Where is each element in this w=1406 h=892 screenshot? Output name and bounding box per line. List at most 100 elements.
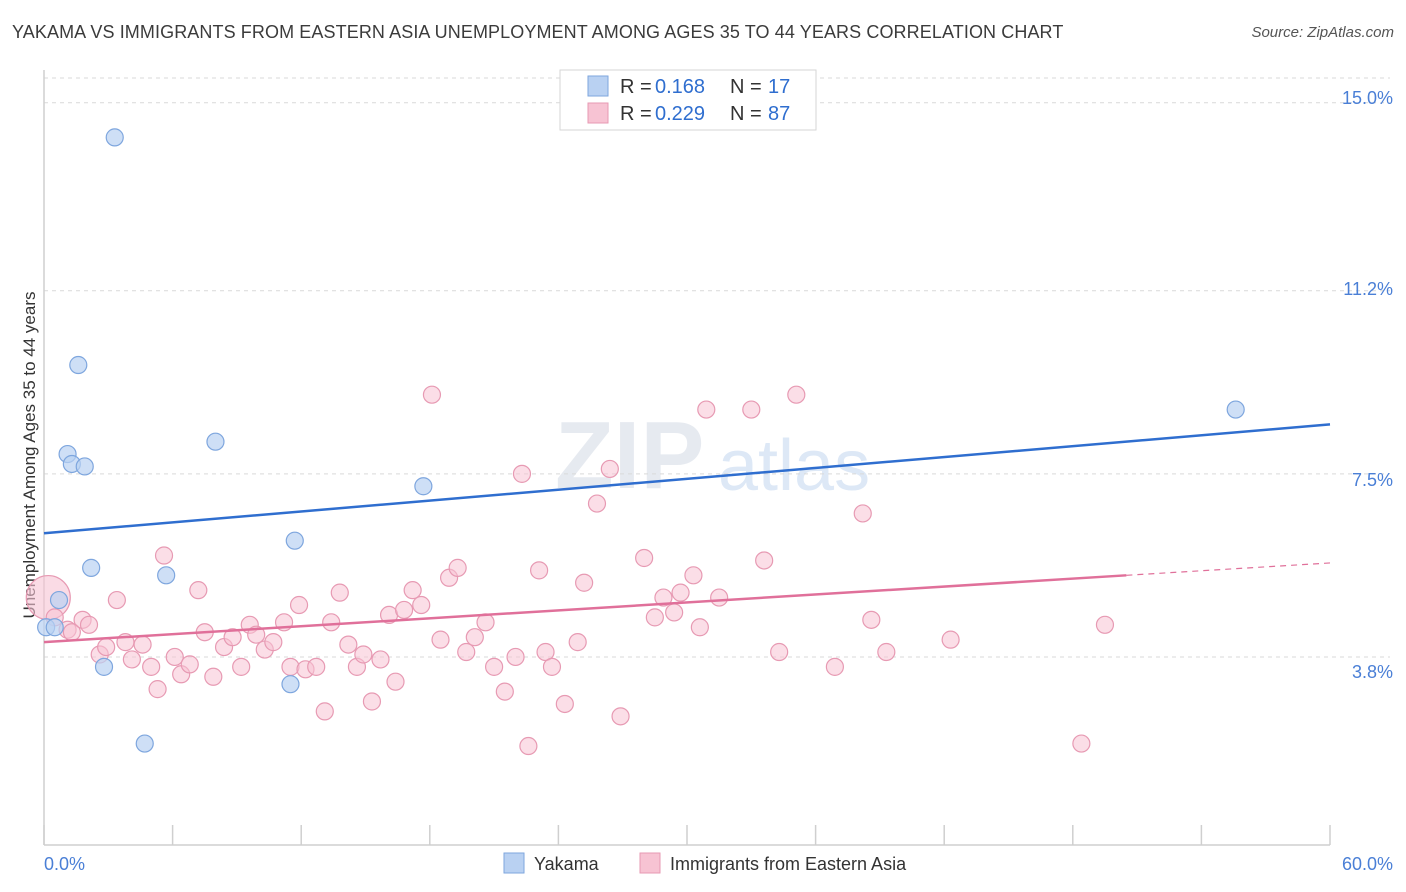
- trendline-yakama: [43, 423, 1331, 535]
- y-axis-label: Unemployment Among Ages 35 to 44 years: [20, 292, 39, 619]
- x-tick-label-min: 0.0%: [44, 854, 85, 874]
- data-point-yakama: [206, 432, 225, 451]
- series-immigrants-eastern-asia: [25, 385, 1115, 756]
- y-tick-label: 3.8%: [1352, 662, 1393, 682]
- x-axis-ticks: [43, 825, 1331, 845]
- data-point-immigrants: [339, 635, 358, 654]
- data-point-immigrants: [354, 645, 373, 664]
- data-point-immigrants: [448, 558, 467, 577]
- legend-r-label: R =: [620, 103, 652, 125]
- data-point-immigrants: [232, 657, 251, 676]
- data-point-immigrants: [322, 613, 341, 632]
- data-point-immigrants: [362, 692, 382, 711]
- data-point-immigrants: [555, 694, 574, 714]
- data-point-immigrants: [422, 385, 442, 404]
- bottom-legend-label-yakama: Yakama: [534, 854, 600, 874]
- data-point-immigrants: [307, 657, 326, 676]
- bottom-legend: Yakama Immigrants from Eastern Asia: [503, 852, 907, 874]
- data-point-immigrants: [403, 581, 422, 600]
- data-point-yakama: [94, 657, 114, 676]
- data-point-immigrants: [941, 630, 960, 649]
- series-yakama: [37, 128, 1245, 753]
- data-point-yakama: [281, 675, 300, 694]
- watermark: ZIP atlas: [555, 402, 870, 509]
- data-point-immigrants: [97, 637, 116, 657]
- data-point-immigrants: [600, 459, 619, 479]
- data-point-immigrants: [315, 702, 334, 721]
- data-point-immigrants: [611, 707, 630, 726]
- data-point-immigrants: [542, 657, 562, 676]
- data-point-immigrants: [289, 595, 309, 615]
- data-point-yakama: [105, 128, 124, 147]
- data-point-immigrants: [148, 680, 167, 699]
- legend-r-value: 0.168: [655, 76, 705, 98]
- data-point-yakama: [135, 734, 154, 753]
- data-point-immigrants: [575, 573, 594, 592]
- data-point-immigrants: [330, 583, 349, 602]
- source-label: Source: ZipAtlas.com: [1251, 24, 1394, 41]
- data-point-yakama: [414, 477, 433, 496]
- bottom-legend-swatch-yakama: [503, 852, 525, 874]
- bottom-legend-label-immigrants: Immigrants from Eastern Asia: [670, 854, 907, 874]
- data-point-immigrants: [853, 504, 872, 523]
- data-point-immigrants: [530, 561, 549, 580]
- y-axis-tick-labels: 15.0% 11.2% 7.5% 3.8%: [1342, 88, 1393, 682]
- data-point-immigrants: [1072, 734, 1091, 753]
- data-point-immigrants: [431, 630, 450, 649]
- legend-swatch-yakama: [587, 75, 609, 97]
- data-point-yakama: [157, 566, 176, 585]
- data-point-yakama: [285, 531, 304, 550]
- data-point-immigrants: [412, 595, 431, 615]
- data-point-immigrants: [710, 588, 729, 607]
- y-tick-label: 7.5%: [1352, 470, 1393, 490]
- data-point-immigrants: [512, 464, 532, 483]
- y-tick-label: 15.0%: [1342, 88, 1393, 108]
- trendline-immigrants-extension: [1126, 562, 1331, 576]
- data-point-immigrants: [457, 642, 476, 662]
- data-point-immigrants: [465, 628, 484, 647]
- data-point-immigrants: [122, 650, 141, 669]
- data-point-yakama: [75, 457, 94, 476]
- data-point-yakama: [45, 618, 64, 637]
- data-point-immigrants: [107, 590, 126, 610]
- data-point-immigrants: [495, 682, 514, 701]
- data-point-immigrants: [684, 566, 703, 585]
- data-point-immigrants: [697, 400, 716, 419]
- data-point-immigrants: [142, 657, 161, 676]
- data-point-immigrants: [386, 672, 405, 691]
- data-point-immigrants: [506, 647, 525, 667]
- data-point-immigrants: [189, 581, 208, 600]
- data-point-immigrants: [877, 642, 896, 662]
- data-point-immigrants: [665, 603, 684, 622]
- legend-n-value: 87: [768, 103, 790, 125]
- data-point-immigrants: [165, 647, 184, 667]
- data-point-immigrants: [79, 615, 99, 634]
- chart-title: YAKAMA VS IMMIGRANTS FROM EASTERN ASIA U…: [12, 22, 1064, 42]
- data-point-immigrants: [568, 633, 587, 652]
- trendlines: [43, 423, 1331, 644]
- legend-box: R = 0.168 N = 17 R = 0.229 N = 87: [559, 69, 817, 131]
- data-point-immigrants: [264, 633, 283, 652]
- data-point-immigrants: [654, 588, 673, 607]
- gridlines: [44, 77, 1390, 658]
- data-point-immigrants: [485, 657, 504, 676]
- data-point-immigrants: [770, 642, 789, 662]
- data-point-immigrants: [371, 650, 390, 669]
- legend-swatch-immigrants: [587, 102, 609, 124]
- legend-n-label: N =: [730, 76, 762, 98]
- legend-r-value: 0.229: [655, 103, 705, 125]
- watermark-zip: ZIP: [555, 402, 704, 509]
- data-point-immigrants: [825, 657, 844, 676]
- data-point-immigrants: [671, 583, 690, 602]
- data-point-immigrants: [587, 494, 607, 513]
- data-point-yakama: [49, 590, 69, 610]
- data-point-immigrants: [755, 551, 774, 570]
- trendline-immigrants: [43, 574, 1127, 644]
- data-point-immigrants: [742, 400, 761, 419]
- data-point-immigrants: [690, 618, 709, 637]
- data-point-immigrants: [133, 635, 152, 654]
- data-point-yakama: [69, 355, 88, 375]
- data-point-immigrants: [154, 546, 174, 565]
- y-tick-label: 11.2%: [1343, 279, 1393, 299]
